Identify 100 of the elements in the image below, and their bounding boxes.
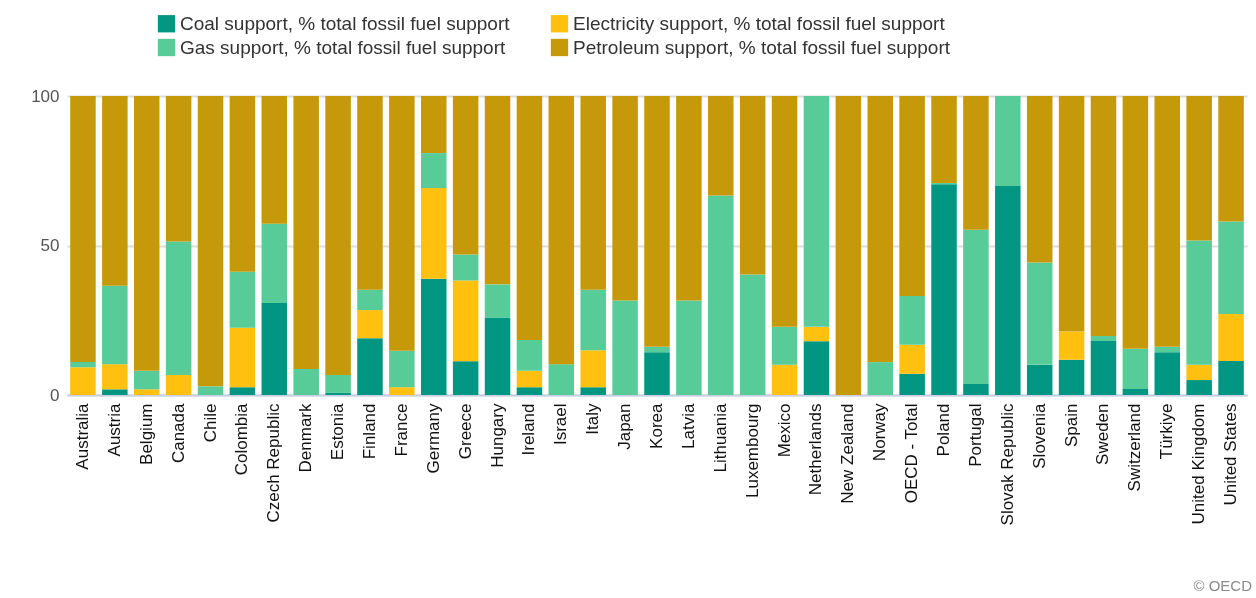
bar [803, 96, 830, 327]
bar [484, 96, 511, 285]
x-tick-label: Mexico [774, 403, 794, 458]
bar [484, 317, 511, 395]
bar [867, 362, 893, 395]
bar [1026, 262, 1053, 365]
bar [229, 327, 256, 388]
x-tick-label: Australia [72, 402, 92, 470]
x-tick-label: New Zealand [838, 403, 858, 504]
bar [421, 153, 447, 189]
bar [229, 96, 256, 272]
bar [771, 364, 798, 395]
bar [995, 96, 1021, 186]
bar [1058, 359, 1085, 395]
x-tick-label: Japan [615, 403, 635, 450]
bar [963, 96, 989, 230]
bar [1154, 352, 1181, 395]
x-tick-label: France [391, 403, 411, 457]
bar [102, 285, 128, 365]
bar [867, 96, 893, 363]
bar [644, 346, 670, 353]
bar [580, 96, 606, 290]
bar [325, 392, 351, 395]
bar [803, 326, 830, 342]
bar [325, 96, 351, 375]
x-tick-label: Ireland [519, 403, 539, 456]
bar [580, 387, 606, 395]
x-tick-label: Portugal [965, 403, 985, 467]
bar [612, 96, 638, 301]
bar [357, 310, 383, 339]
bar [70, 362, 96, 368]
x-tick-label: Spain [1061, 403, 1081, 447]
bar [293, 368, 319, 395]
bar [1154, 346, 1181, 353]
bar [516, 370, 543, 388]
x-tick-label: Switzerland [1125, 403, 1145, 492]
bar [963, 229, 989, 384]
bar [357, 96, 383, 290]
bar [1122, 348, 1149, 390]
x-tick-label: Canada [168, 402, 188, 464]
bar [676, 300, 702, 395]
bar [1058, 96, 1085, 332]
x-tick-label: Türkiye [1157, 403, 1177, 460]
bar [676, 96, 702, 301]
bar [133, 389, 160, 395]
bar [261, 302, 288, 395]
bar [1058, 331, 1085, 360]
bar [1186, 364, 1212, 381]
bar [421, 278, 447, 395]
bar [70, 96, 96, 363]
bar [1090, 340, 1117, 395]
bar [197, 96, 224, 387]
x-tick-label: Chile [200, 403, 220, 443]
x-tick-label: Estonia [328, 402, 348, 461]
bar [1026, 364, 1053, 395]
x-tick-label: Lithuania [710, 402, 730, 473]
bar [229, 271, 256, 328]
bar [1218, 360, 1244, 395]
x-tick-label: Belgium [136, 403, 156, 465]
legend-label: Petroleum support, % total fossil fuel support [573, 36, 951, 58]
y-tick-label: 50 [40, 236, 60, 255]
bar [516, 387, 543, 395]
bar [1026, 96, 1053, 263]
y-tick-label: 0 [50, 385, 60, 405]
bar [644, 352, 670, 395]
bar [995, 186, 1021, 395]
bar [899, 296, 925, 345]
bar [165, 96, 192, 242]
bar [835, 96, 862, 395]
bar [516, 96, 543, 340]
bar [389, 96, 415, 351]
text: © OECD [1193, 577, 1252, 594]
bar [102, 364, 128, 390]
bar [1186, 380, 1212, 395]
bar [708, 96, 734, 196]
bar [357, 338, 383, 395]
bar [899, 344, 925, 374]
bar [197, 386, 224, 395]
bar [931, 96, 957, 184]
x-tick-label: Luxembourg [742, 403, 762, 499]
x-tick-label: Denmark [296, 403, 316, 473]
bar [325, 374, 351, 393]
bar [739, 96, 766, 275]
y-tick-label: 100 [31, 86, 60, 106]
bar [803, 341, 830, 395]
x-tick-label: Colombia [232, 402, 252, 476]
bar [1218, 313, 1244, 361]
x-tick-label: Slovak Republic [997, 403, 1017, 526]
x-tick-label: Norway [870, 403, 890, 462]
bar [70, 367, 96, 395]
bar [899, 96, 925, 297]
bar [580, 289, 606, 351]
bar [261, 223, 288, 303]
bar [261, 96, 288, 224]
x-tick-label: Poland [934, 403, 954, 457]
bar [771, 96, 798, 327]
x-tick-label: Sweden [1093, 403, 1113, 465]
bar [612, 300, 638, 395]
bar [452, 254, 479, 281]
bar [1218, 96, 1244, 222]
